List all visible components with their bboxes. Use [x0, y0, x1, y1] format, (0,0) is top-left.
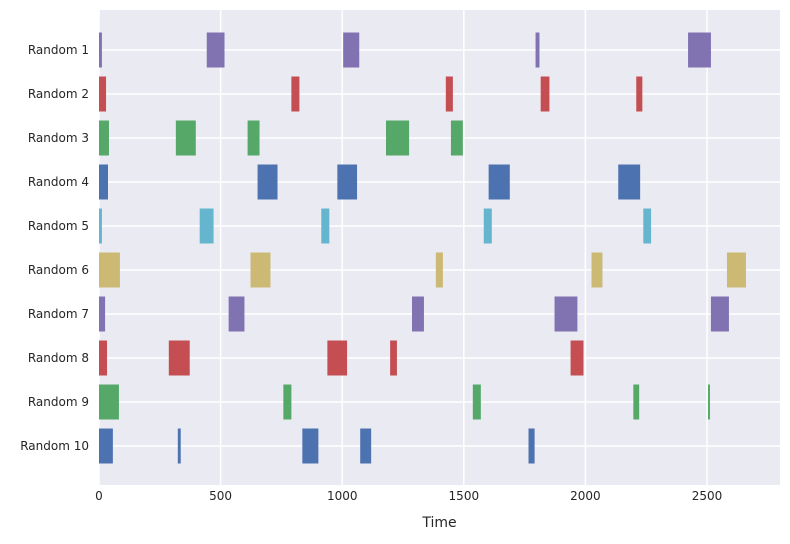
y-tick-label: Random 3 — [28, 131, 89, 145]
bar-segment — [228, 296, 245, 332]
bar-segment — [554, 296, 578, 332]
y-tick-label: Random 8 — [28, 351, 89, 365]
bar-segment — [710, 296, 729, 332]
bar-segment — [472, 384, 481, 420]
y-tick-label: Random 1 — [28, 43, 89, 57]
bar-segment — [175, 120, 196, 156]
bar-segment — [412, 296, 424, 332]
bar-segment — [540, 76, 550, 112]
bar-segment — [321, 208, 330, 244]
y-tick-label: Random 9 — [28, 395, 89, 409]
bar-segment — [450, 120, 463, 156]
bar-segment — [302, 428, 319, 464]
bar-segment — [726, 252, 746, 288]
bar-segment — [283, 384, 292, 420]
bar-segment — [643, 208, 652, 244]
bar-segment — [435, 252, 443, 288]
bar-segment — [360, 428, 372, 464]
bar-segment — [99, 164, 108, 200]
bar-segment — [337, 164, 358, 200]
bar-segment — [99, 252, 120, 288]
bar-segment — [528, 428, 535, 464]
x-axis-label: Time — [421, 515, 456, 531]
bar-segment — [591, 252, 603, 288]
bar-segment — [291, 76, 300, 112]
bar-segment — [177, 428, 181, 464]
y-tick-label: Random 6 — [28, 263, 89, 277]
bar-segment — [199, 208, 214, 244]
bar-segment — [168, 340, 190, 376]
bar-segment — [535, 32, 540, 68]
bar-segment — [488, 164, 510, 200]
bar-segment — [99, 76, 107, 112]
x-tick-label: 2500 — [692, 489, 723, 503]
y-tick-label: Random 4 — [28, 175, 89, 189]
x-tick-label: 1500 — [449, 489, 480, 503]
bar-segment — [708, 384, 710, 420]
x-tick-label: 500 — [209, 489, 232, 503]
bar-segment — [99, 428, 113, 464]
bar-segment — [633, 384, 640, 420]
bar-segment — [618, 164, 641, 200]
bar-segment — [206, 32, 225, 68]
y-tick-label: Random 5 — [28, 219, 89, 233]
bar-segment — [636, 76, 643, 112]
bar-segment — [688, 32, 711, 68]
bar-segment — [257, 164, 278, 200]
y-ticks: Random 1 Random 2 Random 3 Random 4 Random 5… — [20, 43, 89, 453]
y-tick-label: Random 7 — [28, 307, 89, 321]
bar-segment — [99, 32, 102, 68]
bar-segment — [250, 252, 271, 288]
bar-segment — [327, 340, 348, 376]
bars — [99, 32, 746, 464]
bar-segment — [385, 120, 410, 156]
x-tick-label: 0 — [95, 489, 103, 503]
x-tick-label: 1000 — [327, 489, 358, 503]
bar-segment — [99, 208, 102, 244]
y-tick-label: Random 2 — [28, 87, 89, 101]
bar-segment — [99, 340, 108, 376]
y-tick-label: Random 10 — [20, 439, 89, 453]
bar-segment — [99, 384, 119, 420]
bar-segment — [99, 120, 109, 156]
bar-segment — [445, 76, 453, 112]
x-tick-label: 2000 — [570, 489, 601, 503]
bar-segment — [99, 296, 106, 332]
bar-segment — [483, 208, 492, 244]
x-ticks: 0 500 1000 1500 2000 2500 — [95, 489, 722, 503]
bar-segment — [390, 340, 397, 376]
plot-background — [99, 10, 780, 485]
bar-segment — [247, 120, 260, 156]
bar-segment — [343, 32, 360, 68]
bar-segment — [570, 340, 584, 376]
